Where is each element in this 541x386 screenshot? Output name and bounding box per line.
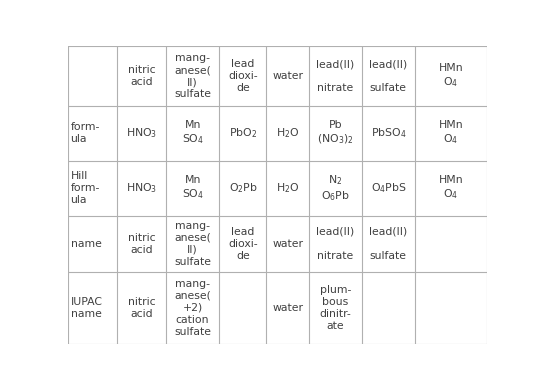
Text: Mn
SO$_4$: Mn SO$_4$ (182, 120, 203, 146)
Text: HMn
O$_4$: HMn O$_4$ (439, 175, 463, 201)
Text: nitric
acid: nitric acid (128, 65, 155, 87)
Text: HNO$_3$: HNO$_3$ (126, 181, 157, 195)
Text: lead
dioxi-
de: lead dioxi- de (228, 59, 258, 93)
Text: HNO$_3$: HNO$_3$ (126, 126, 157, 140)
Text: Mn
SO$_4$: Mn SO$_4$ (182, 175, 203, 201)
Text: Hill
form-
ula: Hill form- ula (70, 171, 100, 205)
Text: mang-
anese(
II)
sulfate: mang- anese( II) sulfate (174, 221, 211, 267)
Text: PbO$_2$: PbO$_2$ (229, 126, 257, 140)
Text: O$_2$Pb: O$_2$Pb (228, 181, 258, 195)
Text: water: water (272, 303, 304, 313)
Text: HMn
O$_4$: HMn O$_4$ (439, 63, 463, 89)
Text: mang-
anese(
+2)
cation
sulfate: mang- anese( +2) cation sulfate (174, 279, 211, 337)
Text: nitric
acid: nitric acid (128, 233, 155, 255)
Text: water: water (272, 239, 304, 249)
Text: nitric
acid: nitric acid (128, 297, 155, 319)
Text: plum-
bous
dinitr-
ate: plum- bous dinitr- ate (320, 285, 352, 331)
Text: O$_4$PbS: O$_4$PbS (371, 181, 406, 195)
Text: IUPAC
name: IUPAC name (70, 297, 103, 319)
Text: mang-
anese(
II)
sulfate: mang- anese( II) sulfate (174, 53, 211, 99)
Text: H$_2$O: H$_2$O (276, 181, 300, 195)
Text: Pb
(NO$_3$)$_2$: Pb (NO$_3$)$_2$ (317, 120, 354, 146)
Text: HMn
O$_4$: HMn O$_4$ (439, 120, 463, 146)
Text: PbSO$_4$: PbSO$_4$ (371, 126, 406, 140)
Text: lead(II)

nitrate: lead(II) nitrate (316, 59, 355, 93)
Text: lead
dioxi-
de: lead dioxi- de (228, 227, 258, 261)
Text: H$_2$O: H$_2$O (276, 126, 300, 140)
Text: N$_2$
O$_6$Pb: N$_2$ O$_6$Pb (321, 173, 350, 203)
Text: water: water (272, 71, 304, 81)
Text: lead(II)

sulfate: lead(II) sulfate (370, 59, 407, 93)
Text: form-
ula: form- ula (70, 122, 100, 144)
Text: lead(II)

nitrate: lead(II) nitrate (316, 227, 355, 261)
Text: name: name (70, 239, 101, 249)
Text: lead(II)

sulfate: lead(II) sulfate (370, 227, 407, 261)
